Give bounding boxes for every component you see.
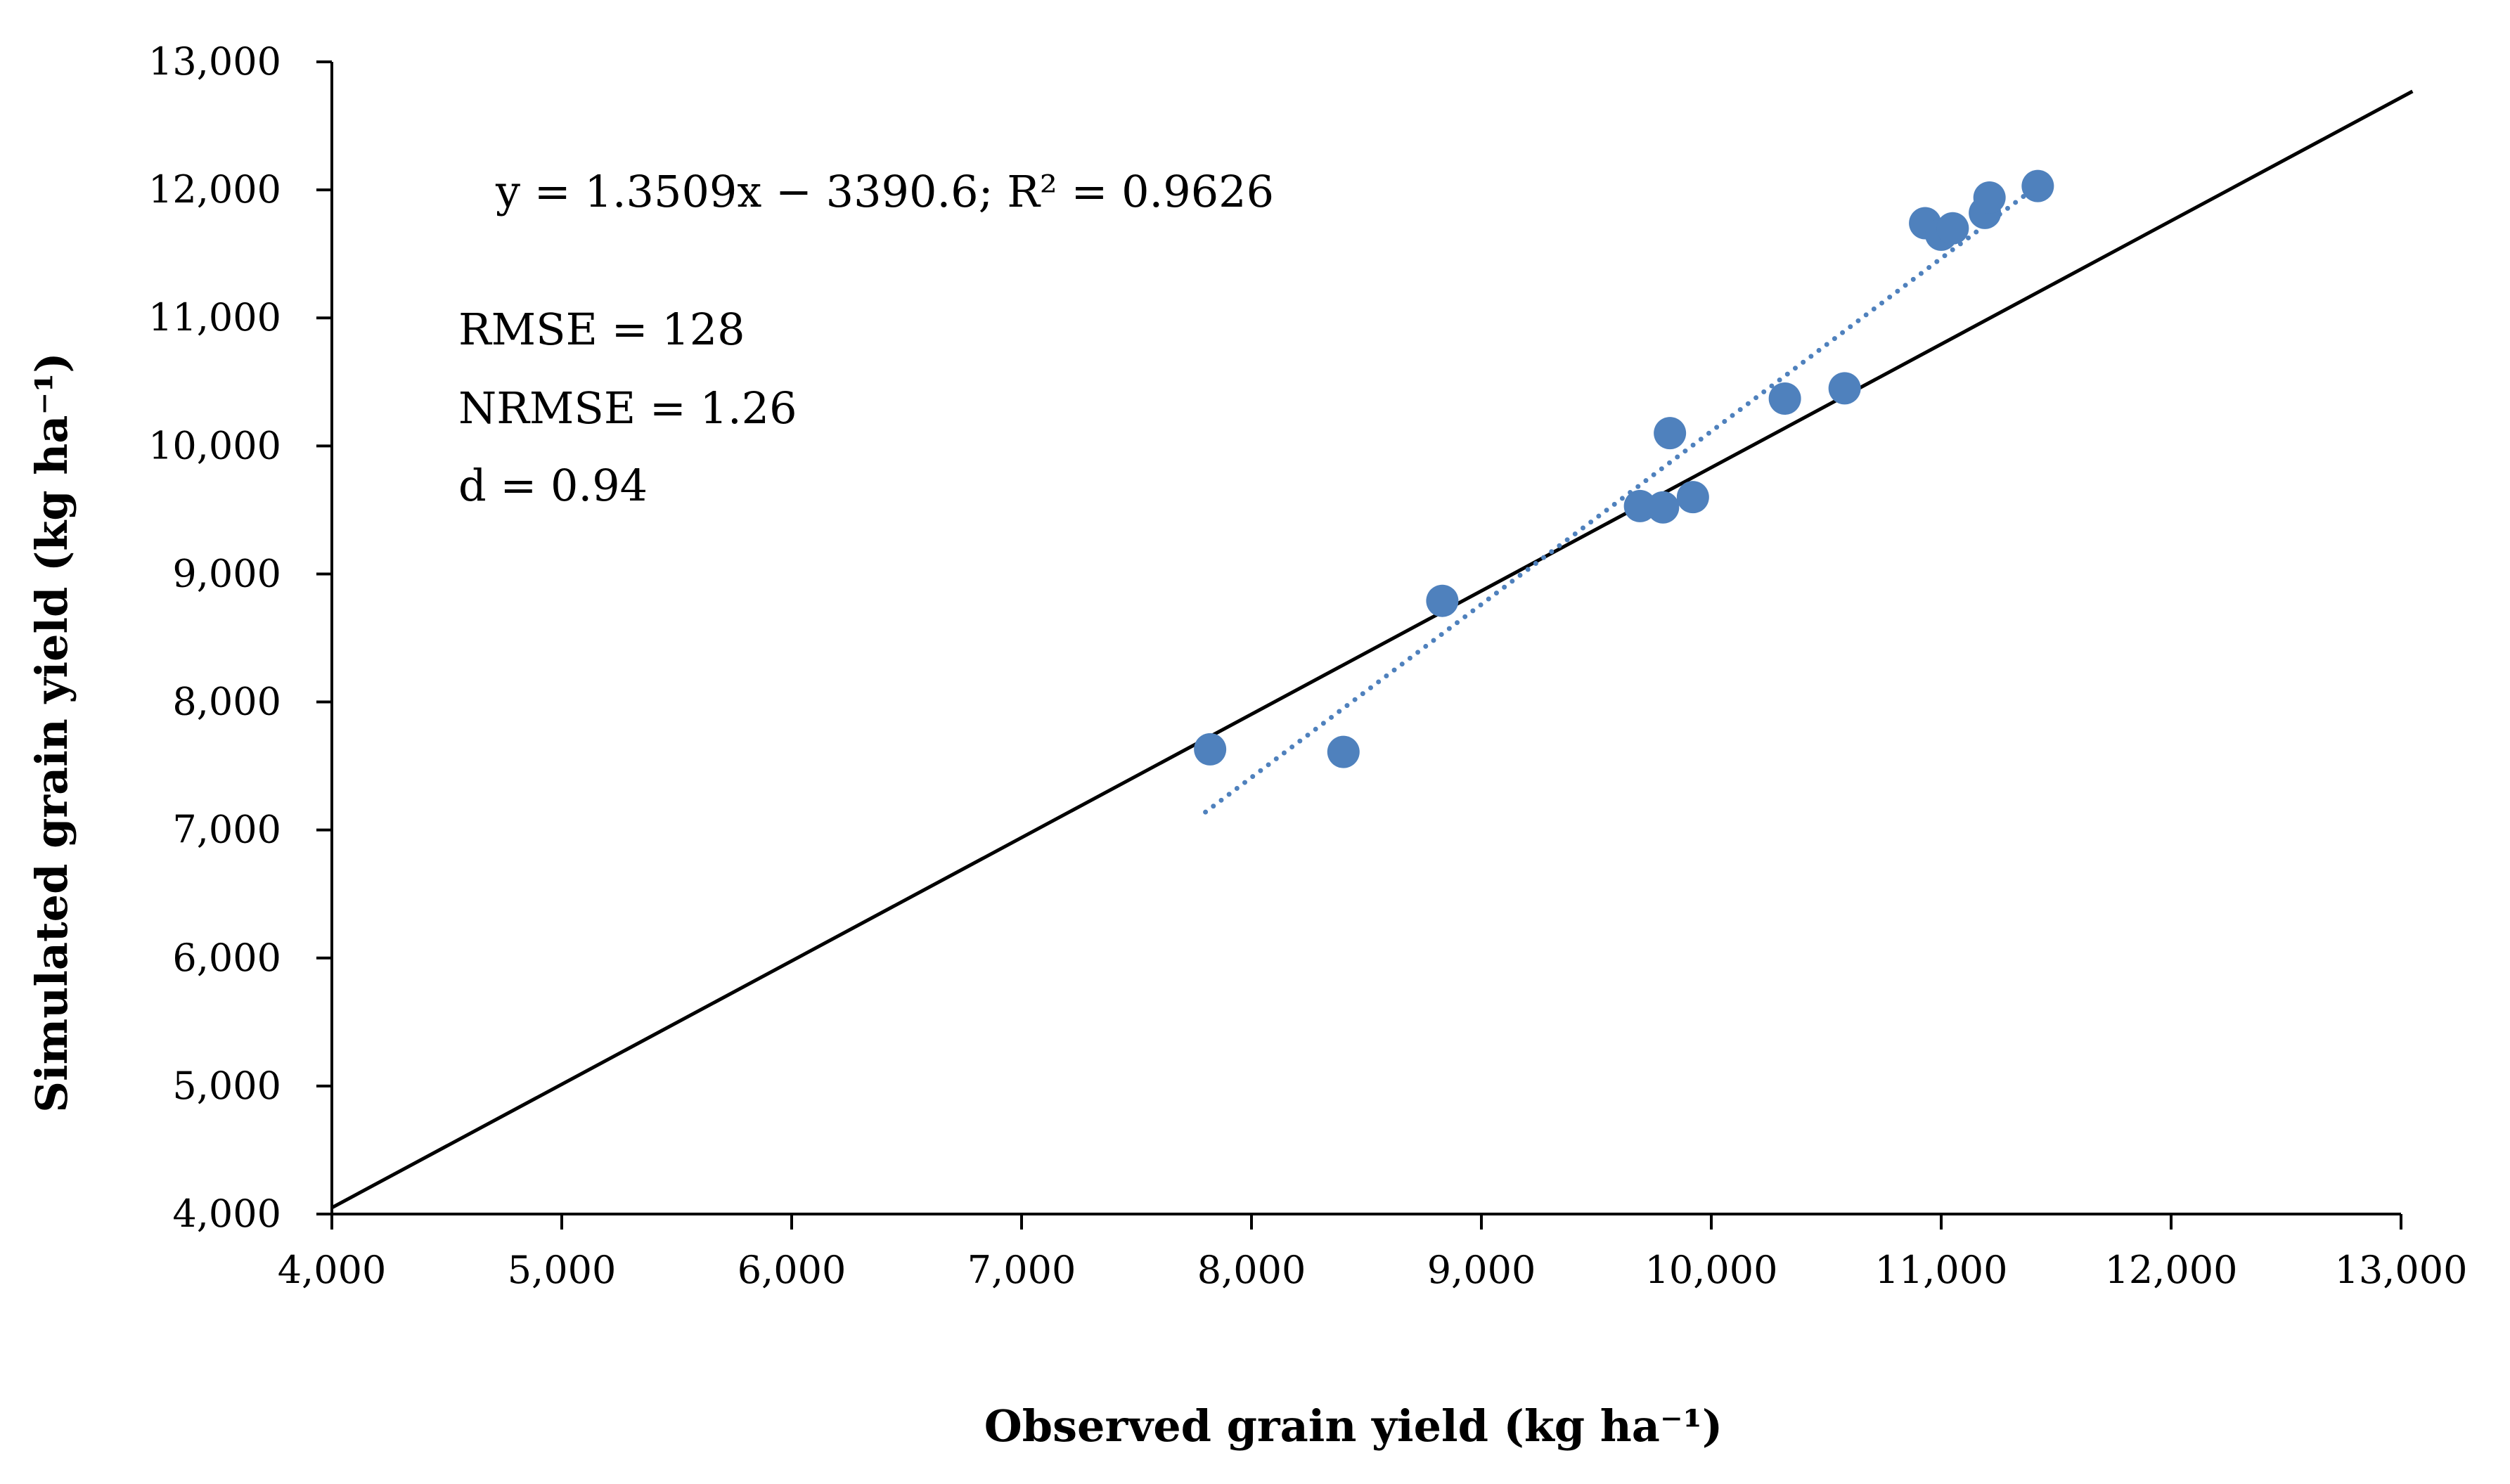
data-point (1936, 212, 1969, 245)
data-point (1768, 382, 1801, 415)
data-point (1426, 584, 1459, 617)
data-point (1828, 372, 1861, 405)
y-tick-label: 13,000 (148, 39, 281, 84)
data-point (1973, 181, 2006, 214)
y-axis-title: Simulated grain yield (kg ha⁻¹) (26, 352, 77, 1112)
y-tick-label: 6,000 (172, 936, 281, 980)
x-axis-title: Observed grain yield (kg ha⁻¹) (984, 1400, 1723, 1452)
data-point (1194, 733, 1227, 766)
points-layer (1194, 169, 2054, 768)
y-tick-label: 10,000 (148, 423, 281, 467)
d-index-label: d = 0.94 (458, 460, 648, 511)
x-tick-label: 12,000 (2105, 1248, 2238, 1292)
x-tick-label: 8,000 (1197, 1248, 1306, 1292)
data-point (1623, 489, 1656, 522)
one-to-one-line (330, 89, 2414, 1210)
axes-layer: 4,000 5,000 6,000 7,000 8,000 9,000 10,000 11,0… (148, 39, 2467, 1292)
x-tick-label: 11,000 (1875, 1248, 2008, 1292)
lines-layer (330, 89, 2414, 1210)
y-tick-label: 4,000 (172, 1192, 281, 1236)
x-tick-label: 4,000 (278, 1248, 387, 1292)
x-tick-label: 6,000 (738, 1248, 847, 1292)
data-point (2021, 169, 2054, 202)
data-point (1327, 735, 1360, 768)
y-tick-label: 11,000 (148, 295, 281, 340)
data-point (1654, 417, 1687, 450)
y-tick-label: 12,000 (148, 167, 281, 212)
data-point (1647, 491, 1680, 524)
y-tick-label: 5,000 (172, 1064, 281, 1108)
x-tick-label: 13,000 (2335, 1248, 2468, 1292)
x-tick-label: 5,000 (508, 1248, 617, 1292)
nrmse-label: NRMSE = 1.26 (458, 382, 797, 434)
y-tick-label: 9,000 (172, 551, 281, 595)
x-tick-label: 10,000 (1645, 1248, 1778, 1292)
y-tick-label: 8,000 (172, 680, 281, 724)
x-tick-label: 7,000 (967, 1248, 1076, 1292)
x-tick-label: 9,000 (1427, 1248, 1536, 1292)
rmse-label: RMSE = 128 (458, 304, 745, 355)
regression-equation: y = 1.3509x − 3390.6; R² = 0.9626 (495, 166, 1274, 217)
data-point (1676, 481, 1709, 514)
trendline (1203, 179, 2045, 815)
y-tick-label: 7,000 (172, 808, 281, 852)
